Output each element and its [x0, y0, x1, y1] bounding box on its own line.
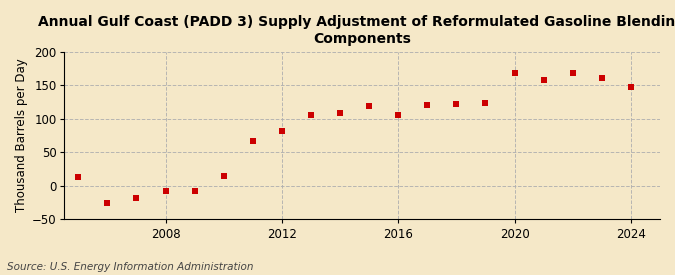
Title: Annual Gulf Coast (PADD 3) Supply Adjustment of Reformulated Gasoline Blending
C: Annual Gulf Coast (PADD 3) Supply Adjust… [38, 15, 675, 46]
Y-axis label: Thousand Barrels per Day: Thousand Barrels per Day [15, 59, 28, 212]
Text: Source: U.S. Energy Information Administration: Source: U.S. Energy Information Administ… [7, 262, 253, 272]
